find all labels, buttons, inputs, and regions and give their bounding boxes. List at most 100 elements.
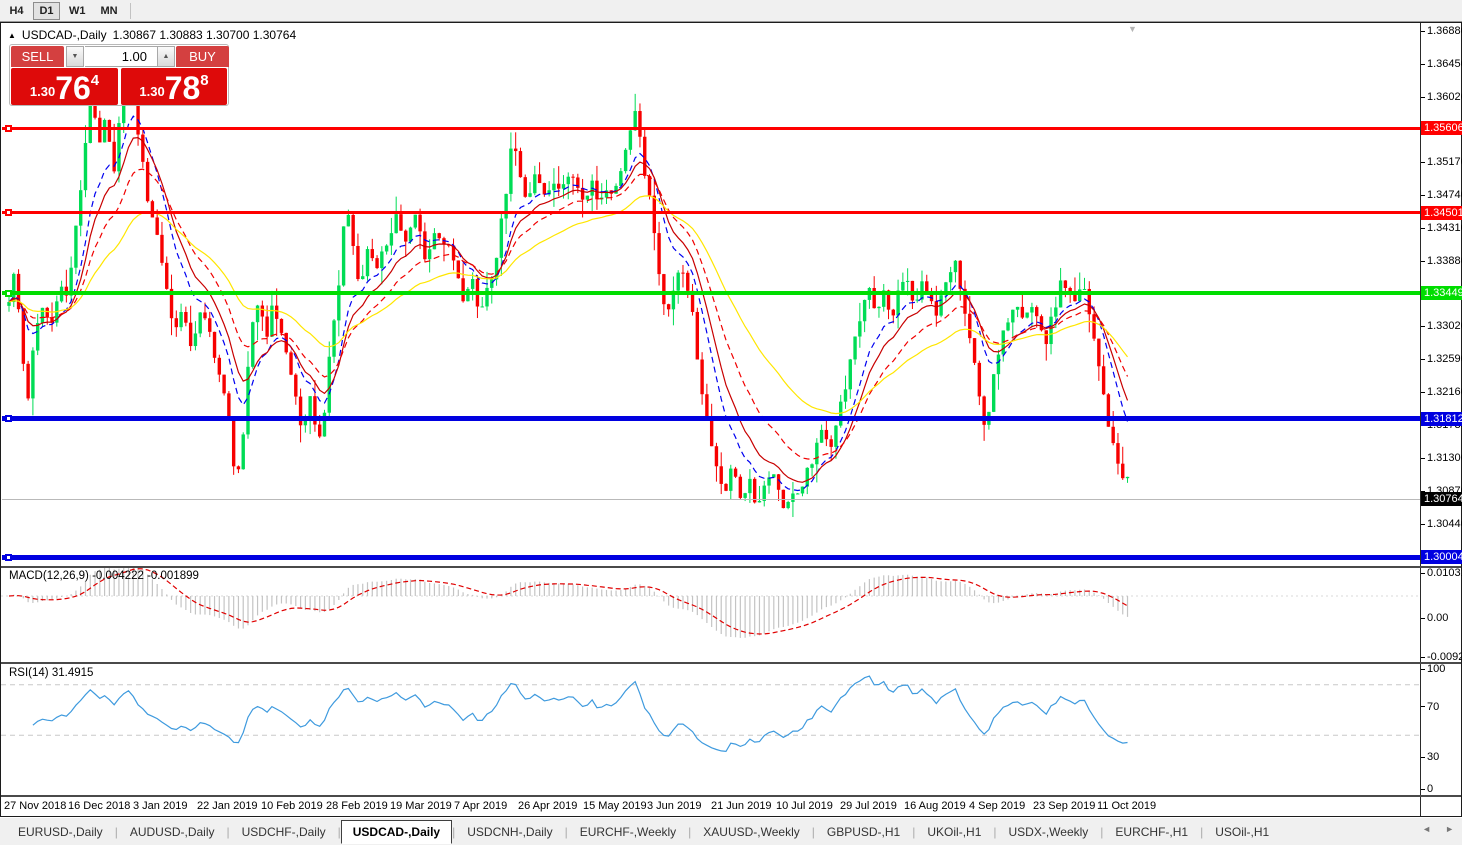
- tab-separator: |: [1100, 824, 1104, 839]
- macd-canvas[interactable]: [1, 568, 1420, 661]
- price-axis-tick: 1.35170: [1421, 155, 1462, 169]
- macd-axis-tick: 0.010311: [1421, 566, 1462, 580]
- symbol-tab-usdchf-daily[interactable]: USDCHF-,Daily: [241, 824, 326, 839]
- timeframe-button-d1[interactable]: D1: [33, 1, 60, 20]
- scroll-to-end-icon[interactable]: ▼: [1128, 24, 1137, 34]
- price-axis-tick: 1.34310: [1421, 221, 1462, 235]
- date-axis-label: 15 May 2019: [583, 800, 647, 812]
- horizontal-level-line-1.34501[interactable]: [2, 211, 1420, 214]
- price-axis-tick: 1.36020: [1421, 90, 1462, 104]
- tab-separator: |: [688, 824, 692, 839]
- tab-separator: |: [1200, 824, 1204, 839]
- symbol-tab-usdcad-daily[interactable]: USDCAD-,Daily: [340, 819, 453, 844]
- chart-symbol-label: USDCAD-,Daily: [21, 28, 107, 42]
- macd-rsi-divider[interactable]: [1, 662, 1461, 664]
- symbol-tab-eurusd-daily[interactable]: EURUSD-,Daily: [18, 824, 103, 839]
- horizontal-level-line-1.33449[interactable]: [2, 291, 1420, 295]
- date-axis-label: 16 Aug 2019: [904, 800, 966, 812]
- timeframe-button-h4[interactable]: H4: [9, 4, 24, 17]
- date-axis: 27 Nov 2018 16 Dec 2018 3 Jan 2019 22 Jan 2…: [1, 797, 1420, 816]
- macd-axis-tick: -0.009203: [1421, 650, 1462, 664]
- price-axis-tick: 1.36880: [1421, 24, 1462, 38]
- rsi-axis-tick: 30: [1421, 750, 1439, 764]
- chart-window: ▼ ▲ USDCAD-,Daily 1.30867 1.30883 1.3070…: [0, 22, 1462, 817]
- date-axis-label: 10 Feb 2019: [261, 800, 323, 812]
- price-axis: 1.35606 1.34501 1.33449 1.31812 1.30004 1.307…: [1420, 23, 1462, 816]
- date-axis-label: 4 Sep 2019: [969, 800, 1026, 812]
- level-price-label-1.33449: 1.33449: [1421, 286, 1462, 300]
- price-axis-tick: 1.33020: [1421, 319, 1462, 333]
- date-axis-label: 16 Dec 2018: [68, 800, 131, 812]
- tab-separator: |: [912, 824, 916, 839]
- horizontal-level-line-1.31812[interactable]: [2, 416, 1420, 421]
- toolbar-separator: [129, 2, 131, 19]
- tab-separator: |: [226, 824, 230, 839]
- line-handle-1.35606[interactable]: [5, 125, 12, 132]
- tab-scroll-right-icon[interactable]: ►: [1445, 824, 1454, 834]
- rsi-date-divider: [1, 795, 1461, 797]
- tab-separator: |: [811, 824, 815, 839]
- price-axis-tick: 1.36450: [1421, 57, 1462, 71]
- timeframe-button-mn[interactable]: MN: [100, 4, 118, 17]
- price-axis-tick: 1.32160: [1421, 385, 1462, 399]
- rsi-canvas[interactable]: [1, 664, 1420, 795]
- macd-axis-tick: 0.00: [1421, 611, 1448, 625]
- sell-price-button[interactable]: 1.30 76 4: [11, 68, 118, 105]
- buy-price-button[interactable]: 1.30 78 8: [121, 68, 227, 105]
- symbol-tab-gbpusd-h1[interactable]: GBPUSD-,H1: [826, 824, 901, 839]
- symbol-tab-eurchf-h1[interactable]: EURCHF-,H1: [1115, 824, 1189, 839]
- buy-price-sup: 8: [200, 72, 209, 89]
- sell-button[interactable]: SELL: [11, 46, 64, 67]
- buy-price-prefix: 1.30: [139, 84, 165, 99]
- symbol-tab-eurchf-weekly[interactable]: EURCHF-,Weekly: [579, 824, 677, 839]
- line-handle-1.34501[interactable]: [5, 209, 12, 216]
- tab-separator: |: [337, 824, 341, 839]
- volume-input[interactable]: [85, 46, 157, 67]
- symbol-tab-ukoil-h1[interactable]: UKOil-,H1: [927, 824, 982, 839]
- macd-indicator-label: MACD(12,26,9) -0.004222 -0.001899: [9, 570, 199, 582]
- price-axis-tick: 1.34740: [1421, 188, 1462, 202]
- buy-price-big: 78: [164, 70, 201, 106]
- symbol-tab-usdcnh-daily[interactable]: USDCNH-,Daily: [467, 824, 553, 839]
- symbol-tab-xauusd-weekly[interactable]: XAUUSD-,Weekly: [703, 824, 800, 839]
- price-macd-divider[interactable]: [1, 566, 1461, 568]
- date-axis-label: 28 Feb 2019: [326, 800, 388, 812]
- chart-ohlc-values: 1.30867 1.30883 1.30700 1.30764: [112, 28, 297, 42]
- level-price-label-1.35606: 1.35606: [1421, 121, 1462, 135]
- horizontal-level-line-1.30004[interactable]: [2, 555, 1420, 560]
- rsi-axis-tick: 100: [1421, 662, 1445, 676]
- tab-separator: |: [564, 824, 568, 839]
- level-price-label-1.31812: 1.31812: [1421, 412, 1462, 426]
- tab-scroll-left-icon[interactable]: ◄: [1422, 824, 1432, 834]
- buy-button[interactable]: BUY: [176, 46, 229, 67]
- date-axis-label: 26 Apr 2019: [518, 800, 578, 812]
- price-axis-tick: 1.33880: [1421, 254, 1462, 268]
- date-axis-label: 27 Nov 2018: [4, 800, 67, 812]
- horizontal-level-line-1.35606[interactable]: [2, 127, 1420, 130]
- spinner-down-icon: ▼: [71, 53, 79, 60]
- date-axis-label: 22 Jan 2019: [197, 800, 258, 812]
- chart-title: ▲ USDCAD-,Daily 1.30867 1.30883 1.30700 …: [8, 28, 296, 42]
- volume-decrease-button[interactable]: ▼: [66, 46, 84, 67]
- symbol-tab-audusd-daily[interactable]: AUDUSD-,Daily: [129, 824, 215, 839]
- level-price-label-1.30004: 1.30004: [1421, 550, 1462, 564]
- tab-separator: |: [993, 824, 997, 839]
- sell-price-prefix: 1.30: [29, 84, 56, 99]
- volume-increase-button[interactable]: ▲: [157, 46, 175, 67]
- date-axis-label: 11 Oct 2019: [1097, 800, 1157, 812]
- current-price-line: [2, 499, 1420, 500]
- chart-plot-area[interactable]: ▼ ▲ USDCAD-,Daily 1.30867 1.30883 1.3070…: [1, 23, 1420, 816]
- date-axis-label: 10 Jul 2019: [776, 800, 833, 812]
- symbol-tab-usdx-weekly[interactable]: USDX-,Weekly: [1008, 824, 1089, 839]
- collapse-panel-icon[interactable]: ▲: [8, 30, 16, 40]
- symbol-tab-usoil-h1[interactable]: USOil-,H1: [1215, 824, 1270, 839]
- line-handle-1.33449[interactable]: [5, 290, 12, 297]
- level-price-label-1.34501: 1.34501: [1421, 206, 1462, 220]
- date-axis-label: 29 Jul 2019: [840, 800, 897, 812]
- line-handle-1.30004[interactable]: [5, 554, 12, 561]
- line-handle-1.31812[interactable]: [5, 415, 12, 422]
- timeframe-button-w1[interactable]: W1: [69, 4, 86, 17]
